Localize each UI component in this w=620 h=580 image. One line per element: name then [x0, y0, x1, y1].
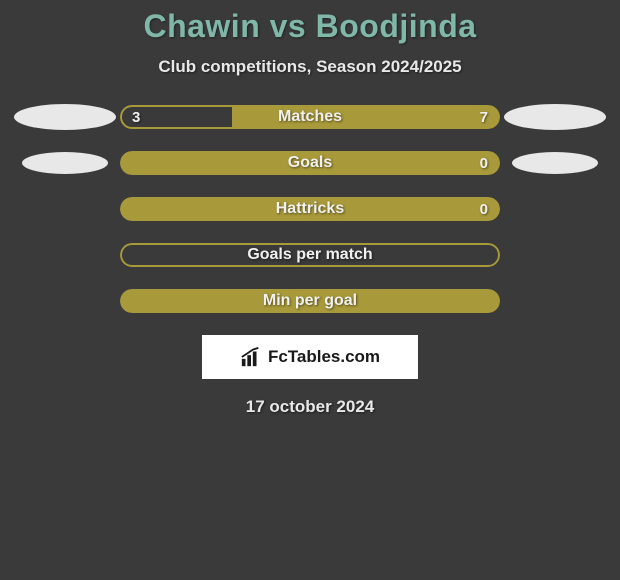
stat-bar: Min per goal	[120, 289, 500, 313]
stat-value-right: 0	[480, 151, 488, 175]
logo-text: FcTables.com	[268, 347, 380, 367]
date-label: 17 october 2024	[0, 397, 620, 417]
comparison-card: Chawin vs Boodjinda Club competitions, S…	[0, 0, 620, 417]
stat-row: Matches3 7	[10, 105, 610, 129]
right-shape-cell	[500, 152, 610, 174]
stat-label: Min per goal	[120, 289, 500, 313]
logo-box[interactable]: FcTables.com	[202, 335, 418, 379]
stat-row: Hattricks0	[10, 197, 610, 221]
right-shape-cell	[500, 104, 610, 130]
player-left-marker	[14, 104, 116, 130]
stat-label: Matches	[120, 105, 500, 129]
stat-bar: Goals per match	[120, 243, 500, 267]
chart-area: Matches37Goals0Hattricks0Goals per match…	[0, 105, 620, 313]
left-shape-cell	[10, 152, 120, 174]
stat-label: Hattricks	[120, 197, 500, 221]
subtitle: Club competitions, Season 2024/2025	[0, 57, 620, 77]
stat-bar: Matches3 7	[120, 105, 500, 129]
page-title: Chawin vs Boodjinda	[0, 8, 620, 45]
stat-value-left: 3	[132, 105, 140, 129]
player-right-marker	[512, 152, 598, 174]
stat-row: Min per goal	[10, 289, 610, 313]
player-right-marker	[504, 104, 606, 130]
stat-value-right: 7	[480, 105, 488, 129]
stat-bar: Goals0	[120, 151, 500, 175]
left-shape-cell	[10, 104, 120, 130]
stat-row: Goals per match	[10, 243, 610, 267]
stat-row: Goals0	[10, 151, 610, 175]
stat-bar: Hattricks0	[120, 197, 500, 221]
chart-icon	[240, 346, 262, 368]
stat-value-right: 0	[480, 197, 488, 221]
stat-label: Goals	[120, 151, 500, 175]
player-left-marker	[22, 152, 108, 174]
stat-label: Goals per match	[120, 243, 500, 267]
